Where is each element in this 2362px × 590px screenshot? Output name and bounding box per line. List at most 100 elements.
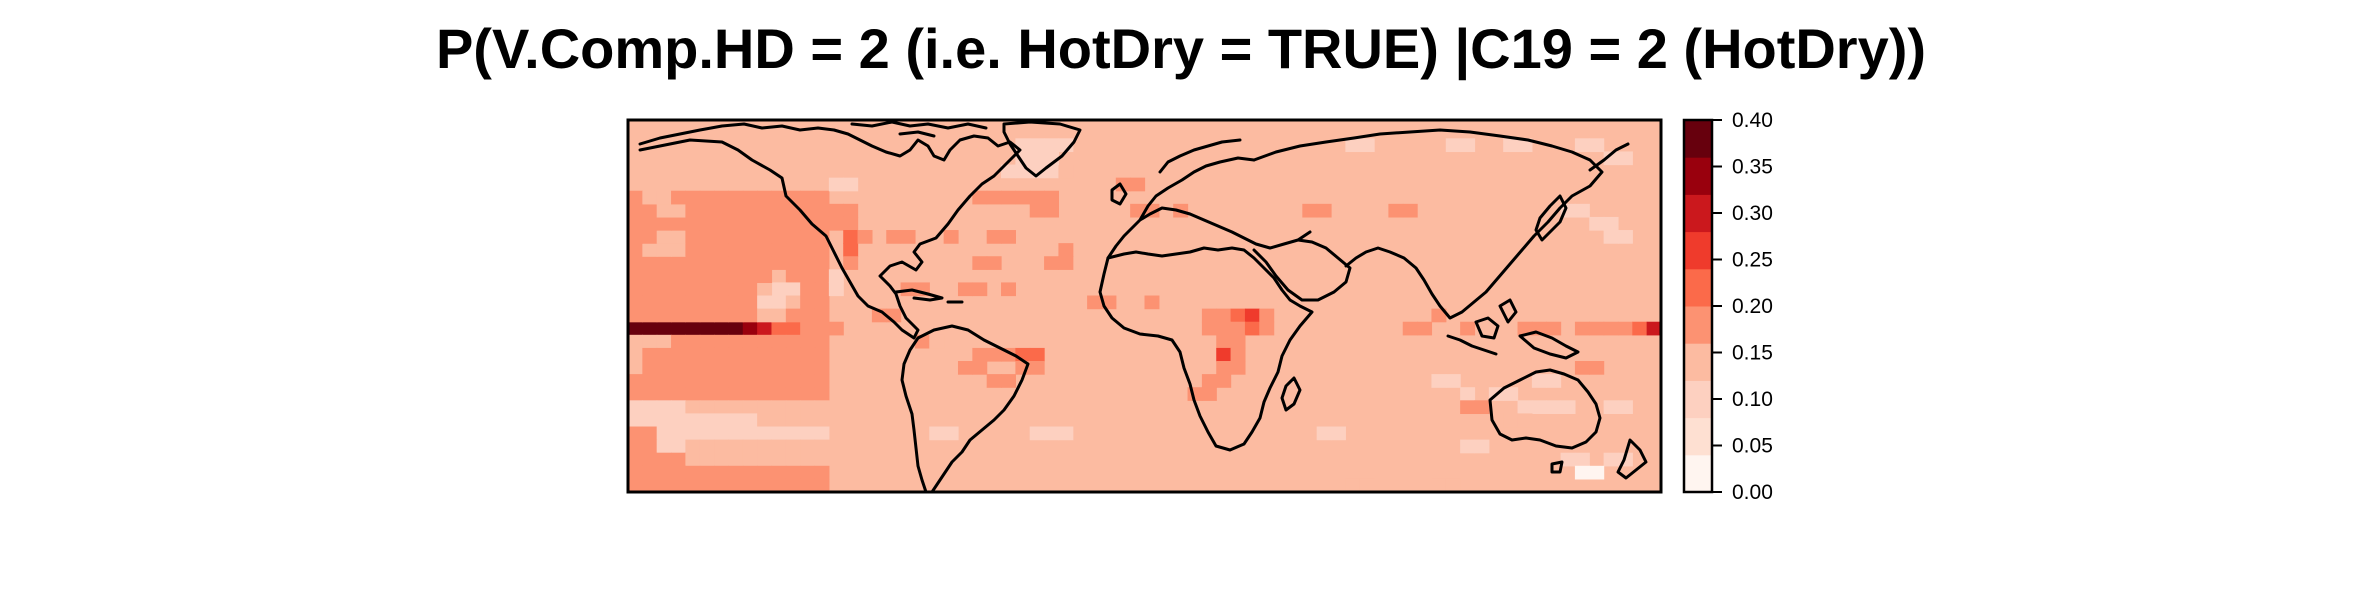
colorbar-swatch <box>1684 417 1712 456</box>
heatmap-cell <box>757 478 773 492</box>
heatmap-cell <box>800 295 816 310</box>
heatmap-cell <box>699 413 715 428</box>
heatmap-cell <box>757 426 773 441</box>
heatmap-cell <box>757 190 773 205</box>
heatmap-cell <box>1058 426 1074 441</box>
heatmap-cell <box>1216 347 1232 362</box>
map-panel <box>626 118 1663 494</box>
heatmap-cell <box>742 439 758 454</box>
heatmap-cell <box>943 426 959 441</box>
heatmap-cell <box>800 452 816 467</box>
heatmap-cell <box>742 256 758 270</box>
heatmap-cell <box>628 426 643 441</box>
heatmap-cell <box>699 243 715 257</box>
heatmap-cell <box>1058 164 1074 179</box>
heatmap-cell <box>771 439 787 454</box>
heatmap-cell <box>800 478 816 492</box>
heatmap-cell <box>728 256 744 270</box>
heatmap-cell <box>699 452 715 467</box>
colorbar: 0.00 0.05 0.10 0.15 0.20 0.25 0.30 0.35 0.40 <box>1682 109 1773 504</box>
heatmap-cell <box>671 243 686 257</box>
heatmap-cell <box>656 465 672 480</box>
heatmap-cell <box>986 190 1002 205</box>
heatmap-cell <box>628 465 643 480</box>
heatmap-cell <box>1402 321 1418 336</box>
heatmap-cell <box>757 216 773 231</box>
heatmap-cell <box>714 413 730 428</box>
heatmap-cell <box>728 374 744 388</box>
heatmap-cell <box>642 452 658 467</box>
map-frame <box>626 118 1663 494</box>
coastline-africa <box>1098 246 1314 452</box>
heatmap-cell <box>728 413 744 428</box>
heatmap-cell <box>714 465 730 480</box>
heatmap-cell <box>685 216 701 231</box>
heatmap-cell <box>728 439 744 454</box>
colorbar-swatch <box>1684 343 1712 381</box>
heatmap-cell <box>671 439 686 454</box>
heatmap-cell <box>1603 452 1619 467</box>
coastline-madagascar <box>1280 376 1302 412</box>
heatmap-cell <box>800 347 816 362</box>
heatmap-cell <box>1216 334 1232 349</box>
heatmap-cell <box>1460 387 1476 401</box>
heatmap-cell <box>728 452 744 467</box>
colorbar-tick-label: 0.15 <box>1732 342 1773 365</box>
colorbar-tick-label: 0.30 <box>1732 202 1773 225</box>
coastline-south-america <box>900 324 1030 492</box>
heatmap-cell <box>800 282 816 297</box>
heatmap-cell <box>814 295 830 310</box>
heatmap-cell <box>728 282 744 297</box>
heatmap-cell <box>1244 321 1260 336</box>
heatmap-cell <box>814 347 830 362</box>
heatmap-cell <box>1474 400 1490 415</box>
heatmap-cell <box>757 361 773 375</box>
heatmap-cell <box>628 203 643 218</box>
heatmap-cell <box>1029 361 1045 375</box>
heatmap-cell <box>656 361 672 375</box>
heatmap-cell <box>642 361 658 375</box>
heatmap-cell <box>628 347 643 362</box>
heatmap-cell <box>1201 374 1217 388</box>
heatmap-cell <box>656 400 672 415</box>
heatmap-cell <box>742 387 758 401</box>
heatmap-cell <box>1517 138 1533 153</box>
heatmap-cell <box>771 295 787 310</box>
heatmap-cell <box>1015 151 1031 166</box>
heatmap-cell <box>1029 426 1045 441</box>
heatmap-cell <box>671 361 686 375</box>
heatmap-cell <box>785 216 801 231</box>
heatmap-cell <box>785 308 801 323</box>
heatmap-cell <box>699 374 715 388</box>
heatmap-cell <box>642 400 658 415</box>
coastline-japan <box>1534 142 1630 242</box>
heatmap-cell <box>656 282 672 297</box>
heatmap-cell <box>714 374 730 388</box>
heatmap-cell <box>957 361 973 375</box>
heatmap-cell <box>642 230 658 244</box>
heatmap-cell <box>685 282 701 297</box>
colorbar-tick-label: 0.35 <box>1732 156 1773 179</box>
heatmap-cell <box>699 478 715 492</box>
heatmap-cell <box>1402 203 1418 218</box>
heatmap-cell <box>757 203 773 218</box>
heatmap-cell <box>972 190 988 205</box>
coastlines <box>638 120 1648 492</box>
heatmap-cell <box>843 203 859 218</box>
heatmap-cell <box>685 478 701 492</box>
heatmap-cell <box>943 230 959 244</box>
heatmap-cell <box>642 282 658 297</box>
heatmap-cell <box>785 361 801 375</box>
heatmap-cell <box>785 478 801 492</box>
heatmap-cell <box>1603 216 1619 231</box>
heatmap-cell <box>642 374 658 388</box>
heatmap-cell <box>1517 413 1533 428</box>
heatmap-cell <box>814 230 830 244</box>
heatmap-cell <box>886 230 902 244</box>
heatmap-cell <box>843 256 859 270</box>
heatmap-cell <box>656 203 672 218</box>
heatmap-cell <box>843 243 859 257</box>
heatmap-cell <box>714 426 730 441</box>
colorbar-swatch <box>1684 120 1712 158</box>
heatmap-cell <box>728 230 744 244</box>
